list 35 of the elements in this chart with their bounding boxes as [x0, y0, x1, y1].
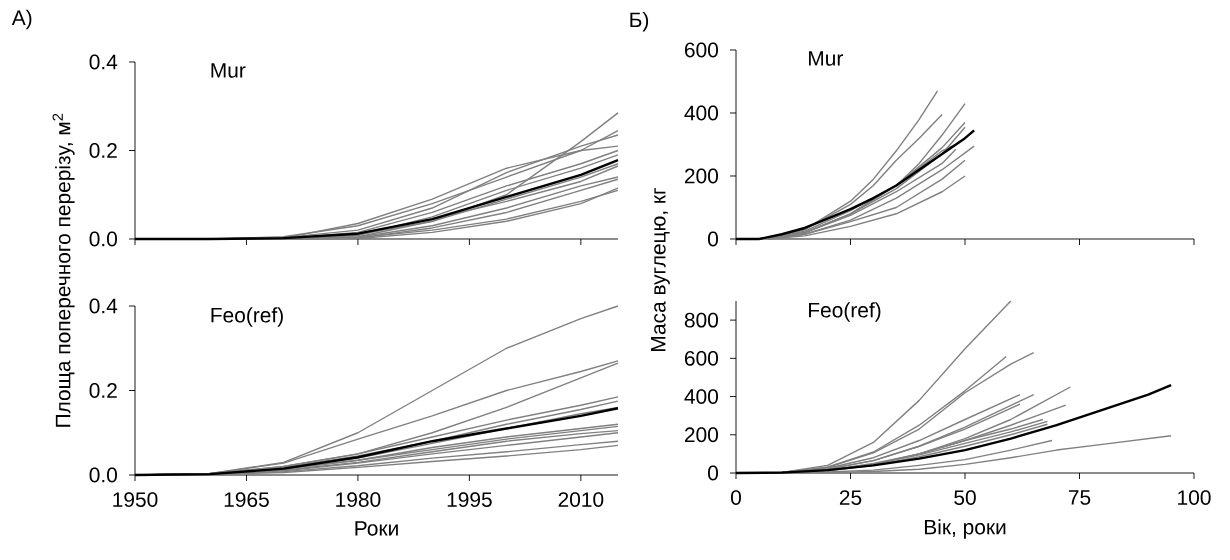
- y-tick-label: 0.4: [89, 298, 118, 314]
- x-tick-label: 1950: [113, 492, 158, 507]
- x-tick-label: 1965: [224, 492, 269, 507]
- y-axis-title: Площа поперечного перерізу, м$^{2}$: [52, 113, 75, 427]
- x-tick-label: 25: [839, 490, 862, 505]
- y-tick-label: 200: [684, 427, 719, 443]
- chart-title: Feo(ref): [809, 302, 881, 322]
- x-axis-title: Роки: [355, 521, 398, 536]
- x-tick-label: 2010: [558, 492, 604, 507]
- x-tick-label: 0: [731, 490, 741, 505]
- x-axis-title: Вік, роки: [924, 519, 1006, 539]
- x-tick-label: 1995: [447, 492, 492, 507]
- x-tick-label: 75: [1068, 490, 1091, 505]
- y-tick-label: 0: [708, 231, 719, 247]
- y-tick-label: 400: [684, 389, 719, 404]
- y-tick-label: 0.0: [89, 231, 118, 247]
- y-tick-label: 0: [708, 465, 719, 481]
- chart-title: Feo(ref): [211, 307, 283, 327]
- text: А): [11, 9, 32, 30]
- chart-title: Mur: [809, 51, 843, 66]
- x-tick-label: 50: [954, 490, 976, 505]
- chart-title: Mur: [211, 63, 246, 78]
- x-tick-label: 1980: [336, 492, 381, 507]
- y-tick-label: 0.4: [89, 54, 118, 70]
- y-tick-label: 200: [684, 168, 719, 184]
- text: Б): [630, 11, 649, 32]
- y-tick-label: 600: [684, 350, 719, 366]
- y-tick-label: 0.0: [89, 467, 118, 483]
- y-axis-title: Маса вуглецю, кг: [651, 187, 670, 352]
- y-tick-label: 600: [684, 42, 719, 58]
- y-tick-label: 800: [684, 312, 719, 328]
- y-tick-label: 0.2: [89, 143, 117, 158]
- y-tick-label: 0.2: [89, 383, 117, 398]
- x-tick-label: 100: [1178, 490, 1211, 505]
- y-tick-label: 400: [684, 105, 719, 121]
